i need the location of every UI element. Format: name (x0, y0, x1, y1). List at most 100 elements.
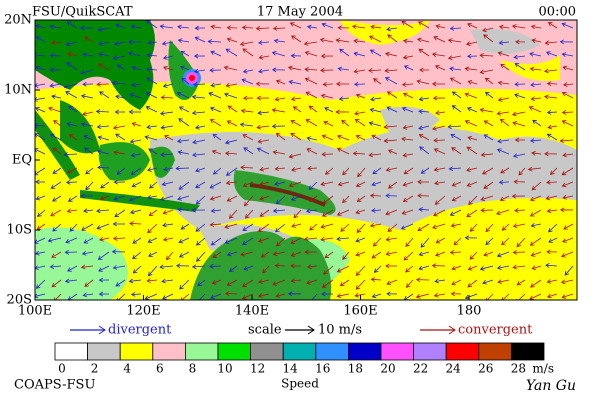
field-zone (35, 227, 350, 300)
wind-arrow (35, 250, 46, 256)
wind-arrow (66, 62, 78, 71)
wind-arrow (212, 167, 222, 175)
wind-arrow (339, 48, 350, 57)
wind-arrow (479, 53, 494, 58)
wind-arrow (81, 223, 94, 231)
wind-arrow (35, 195, 46, 201)
wind-arrow (66, 179, 78, 185)
wind-arrow (83, 135, 94, 141)
lon-label: 100E (18, 304, 52, 319)
wind-arrow (290, 96, 302, 102)
wind-arrow (530, 82, 542, 88)
wind-arrow (357, 167, 366, 178)
wind-arrow (561, 181, 574, 188)
wind-arrow (386, 26, 398, 32)
wind-arrow (115, 94, 126, 100)
wind-arrow (194, 68, 206, 74)
wind-arrow (178, 251, 190, 258)
wind-arrow (290, 195, 302, 201)
wind-arrow (401, 82, 414, 87)
wind-arrow (449, 77, 462, 85)
wind-arrow (115, 23, 126, 29)
wind-arrow (308, 105, 318, 113)
wind-arrow (197, 279, 206, 287)
convergent-label: convergent (458, 323, 533, 338)
wind-arrow (226, 195, 238, 202)
wind-arrow (272, 150, 286, 155)
wind-arrow (501, 223, 510, 231)
wind-arrow (290, 120, 302, 127)
wind-arrow (98, 52, 110, 57)
wind-arrow (291, 35, 302, 43)
wind-arrow (547, 124, 558, 130)
wind-arrow (225, 48, 238, 57)
wind-arrow (305, 91, 318, 99)
wind-arrow (384, 68, 398, 74)
wind-arrow (370, 96, 382, 102)
wind-arrow (322, 81, 334, 87)
wind-arrow (342, 195, 350, 204)
wind-arrow (148, 209, 158, 217)
wind-arrow (35, 83, 46, 88)
wind-arrow (562, 194, 574, 200)
wind-arrow (52, 147, 62, 155)
wind-arrow (177, 195, 190, 201)
colorbar-tick: 20 (380, 362, 395, 376)
wind-arrow (271, 108, 286, 113)
wind-arrow (191, 94, 206, 100)
wind-arrow (401, 209, 414, 215)
wind-arrow (226, 25, 238, 31)
wind-arrow (287, 291, 302, 297)
wind-arrow (288, 79, 302, 85)
wind-arrow (85, 181, 94, 191)
wind-arrow (386, 279, 398, 286)
wind-arrow (225, 291, 238, 297)
wind-arrow (165, 251, 174, 261)
wind-arrow (415, 293, 430, 299)
wind-arrow (559, 138, 574, 144)
wind-arrow (224, 237, 238, 244)
wind-arrow (321, 22, 334, 29)
wind-arrow (160, 95, 174, 100)
wind-arrow (181, 77, 190, 85)
colorbar-tick: 0 (58, 362, 66, 376)
wind-arrow (130, 167, 142, 175)
wind-arrow (196, 251, 206, 262)
wind-arrow (257, 293, 270, 298)
wind-arrow (304, 77, 318, 85)
convergent-arrow (448, 325, 456, 335)
wind-arrow (544, 40, 558, 46)
colorbar-tick: 2 (91, 362, 99, 376)
wind-arrow (356, 223, 366, 233)
wind-arrow (116, 167, 126, 175)
wind-arrow (386, 291, 398, 297)
wind-arrow (560, 279, 574, 285)
wind-arrow (531, 265, 542, 270)
wind-arrow (50, 181, 62, 189)
wind-arrow (385, 167, 398, 172)
wind-arrow (451, 147, 462, 155)
wind-arrow (335, 109, 350, 115)
wind-arrow (355, 251, 366, 257)
wind-arrow (530, 138, 542, 144)
wind-arrow (128, 195, 142, 202)
wind-arrow (211, 279, 222, 285)
wind-arrow (80, 122, 94, 127)
wind-arrow (469, 251, 478, 260)
wind-arrow (385, 236, 398, 242)
wind-arrow (146, 278, 158, 284)
wind-arrow (369, 35, 382, 43)
colorbar: 0 2 4 6 8 10 12 14 16 18 20 22 24 26 28 m/s (54, 342, 554, 376)
wind-arrow (485, 293, 494, 300)
wind-arrow (195, 223, 206, 232)
wind-arrow (518, 167, 526, 176)
wind-arrow (337, 25, 350, 31)
wind-arrow (224, 150, 238, 156)
wind-arrow (386, 106, 398, 113)
wind-arrow (35, 107, 46, 113)
wind-arrow (287, 65, 302, 71)
wind-arrow (467, 79, 478, 85)
wind-arrow (257, 237, 270, 243)
wind-arrow (498, 40, 510, 46)
wind-arrow (559, 39, 574, 45)
